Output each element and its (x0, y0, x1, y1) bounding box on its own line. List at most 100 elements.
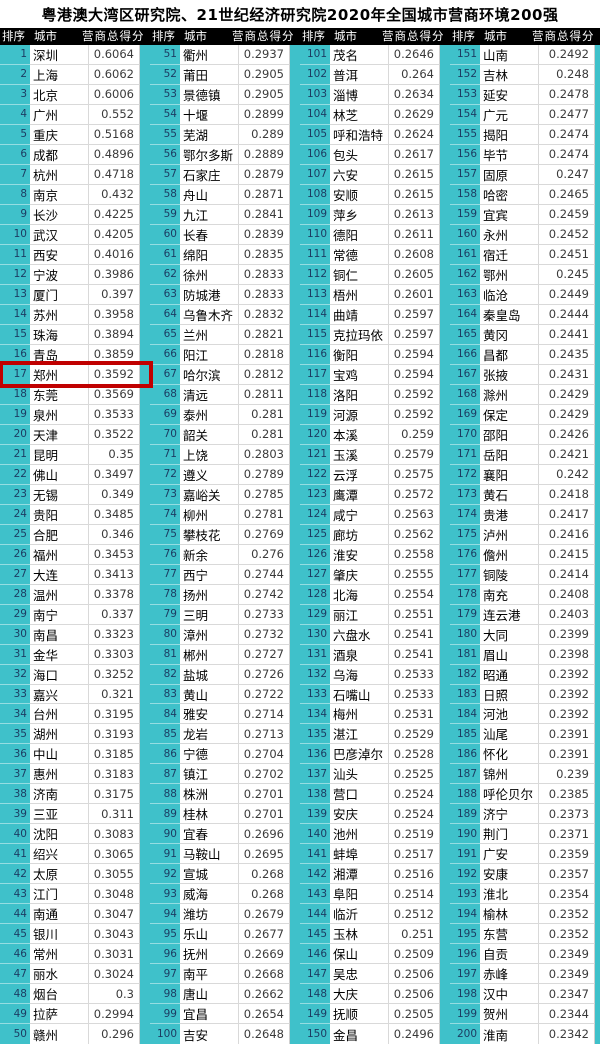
score-cell: 0.2391 (539, 744, 595, 765)
rank-cell: 154 (450, 105, 480, 125)
table-row: 36 中山 0.3185 (0, 744, 150, 765)
city-cell: 金华 (30, 644, 89, 665)
rank-cell: 185 (450, 724, 480, 745)
rank-cell: 181 (450, 645, 480, 665)
rank-cell: 2 (0, 65, 30, 85)
score-cell: 0.6006 (89, 84, 140, 105)
city-cell: 榆林 (480, 904, 539, 925)
city-cell: 六安 (330, 164, 389, 185)
table-row: 85 龙岩 0.2713 (150, 724, 300, 745)
table-row: 118 洛阳 0.2592 (300, 384, 450, 405)
city-cell: 乐山 (180, 924, 239, 945)
table-row: 64 乌鲁木齐 0.2832 (150, 304, 300, 325)
city-cell: 抚顺 (330, 1004, 389, 1025)
table-row: 125 廊坊 0.2562 (300, 524, 450, 545)
score-column-header: 营商总得分 (532, 29, 595, 43)
city-cell: 汕头 (330, 764, 389, 785)
rank-cell: 186 (450, 744, 480, 765)
score-cell: 0.2592 (389, 404, 440, 425)
score-cell: 0.2352 (539, 924, 595, 945)
table-row: 172 襄阳 0.242 (450, 464, 600, 485)
table-row: 136 巴彦淖尔 0.2528 (300, 744, 450, 765)
score-cell: 0.3048 (89, 884, 140, 905)
rank-cell: 114 (300, 305, 330, 325)
rank-cell: 129 (300, 605, 330, 625)
score-cell: 0.2769 (239, 524, 290, 545)
rank-cell: 3 (0, 85, 30, 105)
rank-cell: 95 (150, 924, 180, 945)
city-cell: 鹰潭 (330, 484, 389, 505)
rank-cell: 6 (0, 145, 30, 165)
score-cell: 0.2349 (539, 944, 595, 965)
rank-cell: 155 (450, 125, 480, 145)
city-cell: 赤峰 (480, 964, 539, 985)
score-cell: 0.2528 (389, 744, 440, 765)
city-cell: 黄山 (180, 684, 239, 705)
rank-cell: 158 (450, 185, 480, 205)
city-cell: 锦州 (480, 764, 539, 785)
score-cell: 0.2811 (239, 384, 290, 405)
score-cell: 0.2629 (389, 104, 440, 125)
table-row: 86 宁德 0.2704 (150, 744, 300, 765)
city-cell: 呼伦贝尔 (480, 784, 539, 805)
rank-cell: 121 (300, 445, 330, 465)
city-cell: 赣州 (30, 1024, 89, 1044)
score-cell: 0.2459 (539, 204, 595, 225)
rank-cell: 199 (450, 1004, 480, 1025)
table-row: 74 柳州 0.2781 (150, 504, 300, 525)
score-cell: 0.3413 (89, 564, 140, 585)
rank-cell: 72 (150, 465, 180, 485)
score-cell: 0.2605 (389, 264, 440, 285)
table-row: 12 宁波 0.3986 (0, 264, 150, 285)
score-cell: 0.432 (89, 184, 140, 205)
rank-cell: 107 (300, 165, 330, 185)
city-cell: 桂林 (180, 804, 239, 825)
table-row: 37 惠州 0.3183 (0, 764, 150, 785)
city-cell: 郑州 (30, 364, 89, 385)
city-cell: 哈密 (480, 184, 539, 205)
rank-cell: 71 (150, 445, 180, 465)
table-row: 31 金华 0.3303 (0, 644, 150, 665)
city-cell: 大庆 (330, 984, 389, 1005)
city-cell: 漳州 (180, 624, 239, 645)
city-cell: 绍兴 (30, 844, 89, 865)
table-row: 116 衡阳 0.2594 (300, 344, 450, 365)
score-cell: 0.2832 (239, 304, 290, 325)
rank-cell: 12 (0, 265, 30, 285)
score-cell: 0.2444 (539, 304, 595, 325)
rank-cell: 44 (0, 904, 30, 925)
score-cell: 0.2994 (89, 1004, 140, 1025)
table-row: 73 嘉峪关 0.2785 (150, 484, 300, 505)
city-cell: 雅安 (180, 704, 239, 725)
table-row: 162 鄂州 0.245 (450, 264, 600, 285)
city-cell: 龙岩 (180, 724, 239, 745)
city-cell: 珠海 (30, 324, 89, 345)
table-row: 45 银川 0.3043 (0, 924, 150, 945)
city-cell: 兰州 (180, 324, 239, 345)
city-cell: 贵港 (480, 504, 539, 525)
score-cell: 0.3303 (89, 644, 140, 665)
city-cell: 衢州 (180, 45, 239, 65)
rank-cell: 10 (0, 225, 30, 245)
rank-cell: 91 (150, 844, 180, 865)
score-cell: 0.2509 (389, 944, 440, 965)
rank-cell: 103 (300, 85, 330, 105)
rank-cell: 172 (450, 465, 480, 485)
table-row: 103 淄博 0.2634 (300, 84, 450, 105)
table-row: 190 荆门 0.2371 (450, 824, 600, 845)
rank-cell: 61 (150, 245, 180, 265)
score-cell: 0.3083 (89, 824, 140, 845)
table-row: 160 永州 0.2452 (450, 224, 600, 245)
table-row: 46 常州 0.3031 (0, 944, 150, 965)
table-row: 58 舟山 0.2871 (150, 184, 300, 205)
rank-cell: 135 (300, 724, 330, 745)
rank-cell: 138 (300, 784, 330, 805)
table-row: 33 嘉兴 0.321 (0, 684, 150, 705)
city-cell: 长沙 (30, 204, 89, 225)
rank-cell: 86 (150, 744, 180, 765)
table-row: 48 烟台 0.3 (0, 984, 150, 1005)
score-cell: 0.268 (239, 864, 290, 885)
rank-cell: 54 (150, 105, 180, 125)
city-cell: 咸宁 (330, 504, 389, 525)
city-cell: 惠州 (30, 764, 89, 785)
